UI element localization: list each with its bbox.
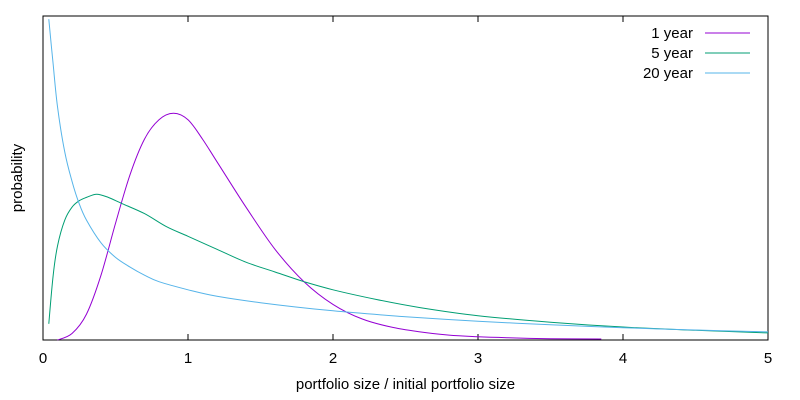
x-axis-ticks: 0 1 2 3 4 5 bbox=[39, 16, 772, 367]
legend-label: 5 year bbox=[651, 45, 693, 62]
series-line-20-year bbox=[48, 19, 769, 333]
series-line-1-year bbox=[57, 112, 602, 341]
x-tick-label: 1 bbox=[184, 350, 192, 367]
x-tick-label: 5 bbox=[764, 350, 772, 367]
x-tick-label: 4 bbox=[619, 350, 627, 367]
plot-frame bbox=[42, 15, 769, 341]
x-tick-label: 0 bbox=[39, 350, 47, 367]
legend-label: 20 year bbox=[643, 65, 693, 82]
series-line-5-year bbox=[48, 193, 769, 334]
x-tick-label: 3 bbox=[474, 350, 482, 367]
legend-label: 1 year bbox=[651, 25, 693, 42]
y-axis-label: probability bbox=[9, 143, 26, 212]
legend: 1 year 5 year 20 year bbox=[643, 25, 750, 82]
x-tick-label: 2 bbox=[329, 350, 337, 367]
series-layer bbox=[48, 19, 769, 341]
x-axis-label: portfolio size / initial portfolio size bbox=[296, 376, 515, 393]
